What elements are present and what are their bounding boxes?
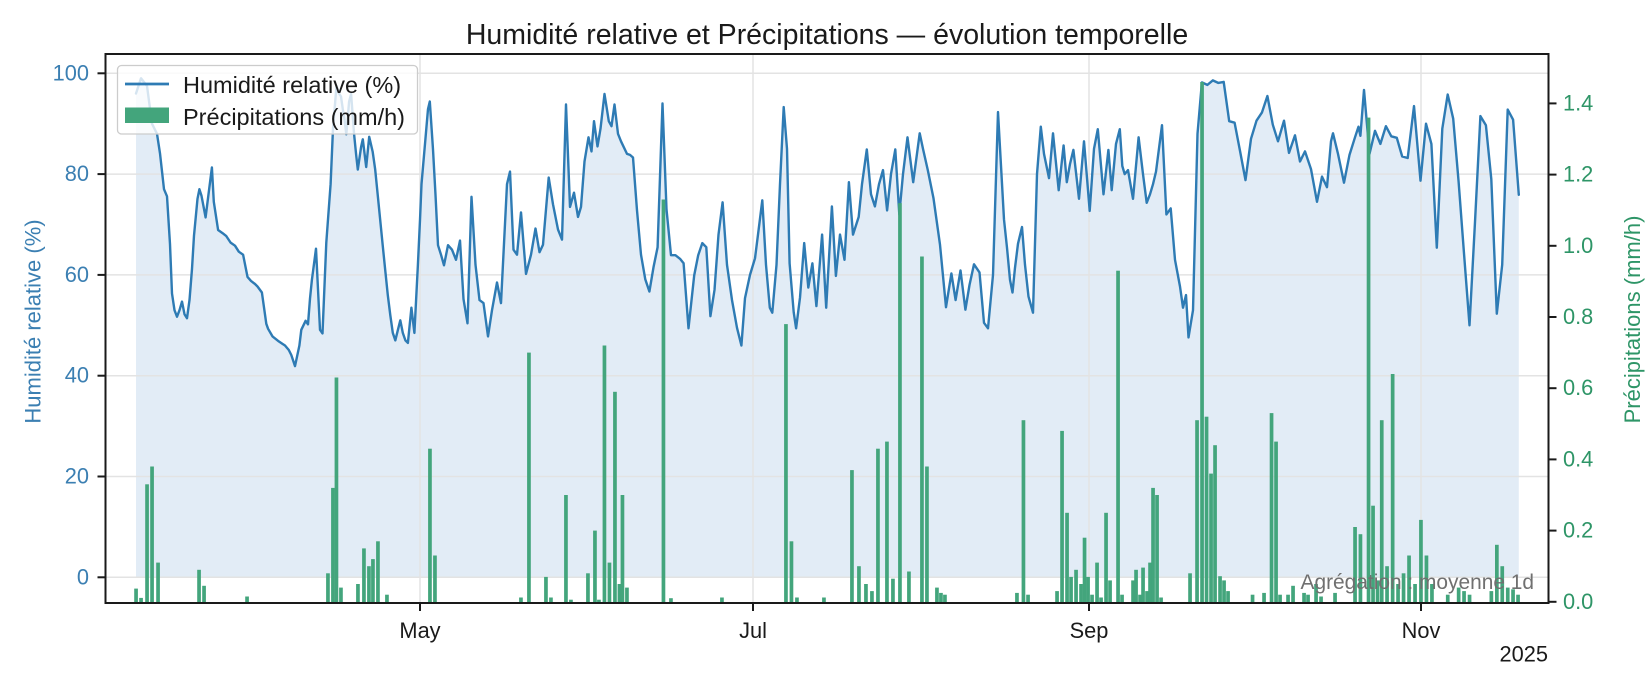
svg-text:0.8: 0.8 bbox=[1563, 304, 1593, 329]
svg-text:1.4: 1.4 bbox=[1563, 90, 1593, 115]
svg-text:Précipitations (mm/h): Précipitations (mm/h) bbox=[183, 104, 405, 130]
svg-text:Humidité relative et Précipita: Humidité relative et Précipitations — év… bbox=[466, 19, 1188, 51]
svg-text:0.6: 0.6 bbox=[1563, 375, 1593, 400]
svg-text:100: 100 bbox=[53, 60, 89, 85]
svg-text:0.0: 0.0 bbox=[1563, 589, 1593, 614]
svg-text:Humidité relative (%): Humidité relative (%) bbox=[183, 72, 401, 98]
svg-text:Nov: Nov bbox=[1402, 618, 1441, 643]
svg-text:0.4: 0.4 bbox=[1563, 446, 1593, 471]
svg-text:Agrégation : moyenne 1d: Agrégation : moyenne 1d bbox=[1301, 571, 1534, 594]
svg-text:Sep: Sep bbox=[1070, 618, 1109, 643]
svg-text:Jul: Jul bbox=[739, 618, 767, 643]
svg-text:0: 0 bbox=[77, 564, 89, 589]
svg-text:80: 80 bbox=[65, 161, 89, 186]
svg-text:2025: 2025 bbox=[1500, 642, 1549, 667]
svg-text:0.2: 0.2 bbox=[1563, 518, 1593, 543]
svg-text:Précipitations (mm/h): Précipitations (mm/h) bbox=[1620, 216, 1645, 424]
svg-text:60: 60 bbox=[65, 262, 89, 287]
svg-text:40: 40 bbox=[65, 363, 89, 388]
svg-text:Humidité relative (%): Humidité relative (%) bbox=[21, 219, 46, 423]
svg-text:20: 20 bbox=[65, 464, 89, 489]
svg-text:1.0: 1.0 bbox=[1563, 233, 1593, 258]
svg-text:May: May bbox=[399, 618, 440, 643]
svg-text:1.2: 1.2 bbox=[1563, 162, 1593, 187]
